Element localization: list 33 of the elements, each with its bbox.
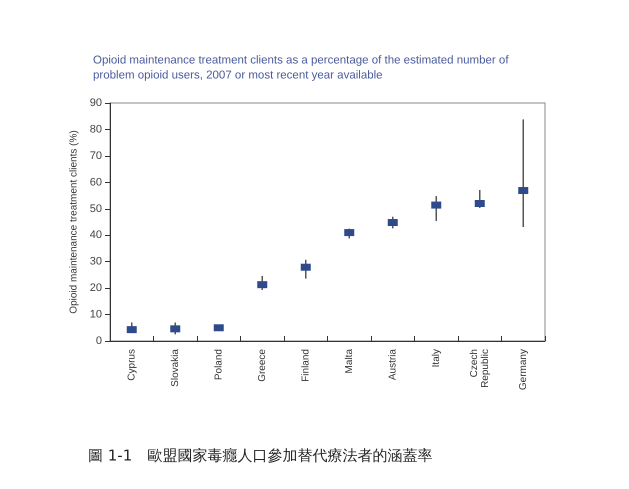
point (214, 324, 224, 332)
x-tick-label: Austria (387, 348, 398, 380)
caption: 圖 1-1 歐盟國家毒癮人口參加替代療法者的涵蓋率 (88, 446, 432, 464)
x-tick-label: Greece (256, 348, 268, 382)
point (257, 281, 268, 288)
point (431, 202, 442, 209)
x-tick-label: Malta (344, 348, 355, 374)
y-tick-label: 40 (90, 229, 102, 242)
y-axis-title: Opioid maintenance treatment clients (%) (68, 130, 80, 314)
point (388, 219, 398, 226)
x-tick-label: Czech Republic (468, 349, 491, 388)
y-tick-label: 50 (90, 202, 102, 215)
x-tick-label: Poland (213, 349, 224, 380)
point (170, 325, 180, 332)
y-tick-label: 60 (90, 176, 102, 188)
x-tick-label: Italy (430, 349, 442, 368)
y-tick-label: 20 (90, 282, 102, 294)
point (518, 187, 528, 194)
point (474, 200, 485, 207)
y-tick-label: 30 (90, 256, 102, 268)
y-tick-label: 0 (96, 335, 102, 347)
x-tick-label: Slovakia (170, 348, 181, 387)
y-tick-label: 70 (90, 150, 102, 162)
y-tick-label: 10 (90, 308, 102, 321)
x-tick-label: Finland (300, 349, 312, 382)
y-tick-label: 90 (90, 97, 102, 109)
x-tick-label: Germany (518, 349, 529, 390)
chart-title: Opioid maintenance treatment clients as a percentage of the estimated number of problem opioid users, 2007 or most recent year available (93, 54, 510, 82)
point (300, 264, 311, 271)
point (344, 229, 354, 236)
point (126, 326, 137, 334)
y-tick-label: 80 (90, 123, 102, 136)
x-tick-label: Cyprus (126, 349, 138, 381)
